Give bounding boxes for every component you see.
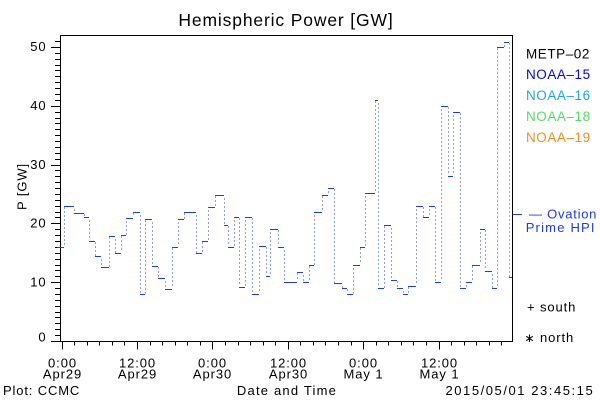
svg-text:0:00: 0:00 [349, 355, 378, 370]
svg-text:north: north [540, 330, 574, 345]
svg-text:Hemispheric Power [GW]: Hemispheric Power [GW] [178, 10, 393, 30]
svg-text:Date and Time: Date and Time [237, 383, 337, 398]
svg-text:Apr29: Apr29 [118, 367, 157, 382]
svg-text:12:00: 12:00 [270, 355, 307, 370]
svg-text:50: 50 [30, 39, 46, 54]
svg-text:2015/05/01 23:45:15: 2015/05/01 23:45:15 [446, 383, 595, 398]
svg-text:Prime HPI: Prime HPI [526, 220, 596, 235]
svg-text:Plot: CCMC: Plot: CCMC [3, 383, 80, 398]
svg-text:METP–02: METP–02 [526, 46, 590, 61]
svg-text:0:00: 0:00 [198, 355, 227, 370]
svg-text:May 1: May 1 [420, 367, 460, 382]
svg-text:+ south: + south [527, 299, 576, 314]
svg-text:12:00: 12:00 [421, 355, 458, 370]
svg-text:0:00: 0:00 [48, 355, 77, 370]
svg-text:— Ovation: — Ovation [529, 207, 597, 222]
svg-text:Apr30: Apr30 [193, 367, 232, 382]
svg-text:NOAA–15: NOAA–15 [526, 67, 591, 82]
svg-text:Apr30: Apr30 [269, 367, 308, 382]
svg-text:10: 10 [30, 275, 46, 290]
svg-text:NOAA–19: NOAA–19 [526, 130, 591, 145]
svg-text:NOAA–16: NOAA–16 [526, 88, 591, 103]
svg-text:20: 20 [30, 216, 46, 231]
svg-text:12:00: 12:00 [119, 355, 156, 370]
svg-text:NOAA–18: NOAA–18 [526, 109, 591, 124]
svg-text:0: 0 [38, 329, 46, 344]
svg-text:30: 30 [30, 157, 46, 172]
svg-text:May 1: May 1 [344, 367, 384, 382]
svg-text:40: 40 [30, 98, 46, 113]
svg-text:P [GW]: P [GW] [15, 163, 30, 210]
svg-text:Apr29: Apr29 [43, 367, 82, 382]
